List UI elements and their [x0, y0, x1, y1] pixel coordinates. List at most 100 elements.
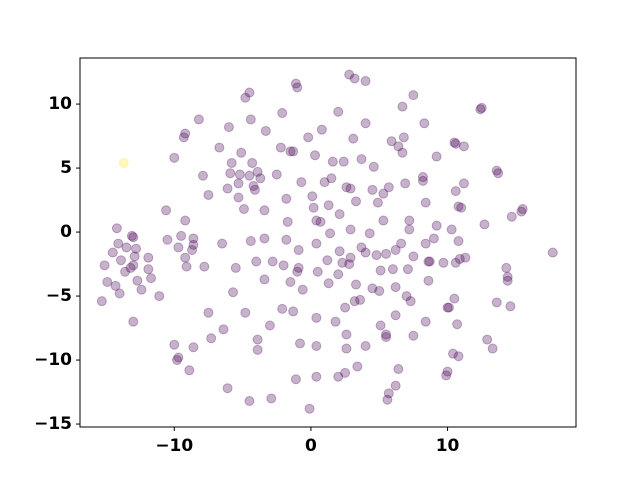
point: [222, 383, 233, 394]
point: [375, 320, 386, 331]
point: [113, 238, 124, 249]
point: [244, 170, 255, 181]
point: [264, 320, 275, 331]
point: [383, 182, 394, 193]
point: [288, 306, 299, 317]
point: [453, 236, 464, 247]
point: [408, 251, 419, 262]
point: [323, 200, 334, 211]
y-tick-label: −10: [34, 350, 72, 370]
point: [290, 374, 301, 385]
point: [505, 301, 516, 312]
point: [333, 371, 344, 382]
point: [129, 251, 140, 262]
point: [128, 260, 139, 271]
point: [180, 252, 191, 263]
point: [390, 282, 401, 293]
point: [173, 352, 184, 363]
point: [405, 296, 416, 307]
point: [233, 178, 244, 189]
point: [338, 156, 349, 167]
point: [475, 104, 486, 115]
point: [296, 177, 307, 188]
point: [307, 191, 318, 202]
point: [337, 257, 348, 268]
point: [424, 256, 435, 267]
point: [355, 294, 366, 305]
point: [294, 338, 305, 349]
point: [248, 180, 259, 191]
point: [428, 233, 439, 244]
point: [501, 262, 512, 273]
point: [304, 403, 315, 414]
point: [188, 233, 199, 244]
point: [244, 87, 255, 98]
point: [326, 173, 337, 184]
point: [460, 252, 471, 263]
point: [431, 220, 442, 231]
point: [423, 275, 434, 286]
point: [341, 182, 352, 193]
point: [449, 137, 460, 148]
point: [458, 141, 469, 152]
point: [356, 242, 367, 253]
point: [404, 224, 415, 235]
point: [252, 334, 263, 345]
point: [311, 371, 322, 382]
point: [423, 256, 434, 267]
point: [277, 303, 288, 314]
point: [381, 248, 392, 259]
point: [340, 302, 351, 313]
point: [458, 178, 469, 189]
point: [222, 183, 233, 194]
point: [454, 253, 465, 264]
point: [351, 279, 362, 290]
point: [315, 216, 326, 227]
point: [238, 204, 249, 215]
point: [344, 259, 355, 270]
x-tick-label: 10: [436, 436, 460, 456]
point: [259, 274, 270, 285]
point: [408, 330, 419, 341]
point: [293, 262, 304, 273]
point: [330, 316, 341, 327]
point: [297, 284, 308, 295]
point: [128, 316, 139, 327]
point: [491, 297, 502, 308]
point: [247, 157, 258, 168]
point: [476, 102, 487, 113]
point: [547, 247, 558, 258]
point: [180, 215, 191, 226]
point: [178, 132, 189, 143]
point: [396, 238, 407, 249]
point: [203, 189, 214, 200]
point: [491, 165, 502, 176]
point: [333, 106, 344, 117]
point: [360, 340, 371, 351]
point: [316, 124, 327, 135]
point: [517, 204, 528, 215]
x-tick-label: −10: [155, 436, 193, 456]
point: [161, 205, 172, 216]
point: [218, 324, 229, 335]
point: [292, 82, 303, 93]
y-tick-label: 0: [60, 222, 72, 242]
point: [344, 69, 355, 80]
point: [110, 280, 121, 291]
point: [251, 256, 262, 267]
point: [266, 393, 277, 404]
point: [431, 151, 442, 162]
point: [345, 252, 356, 263]
point: [334, 246, 345, 257]
point: [420, 316, 431, 327]
point: [115, 255, 126, 266]
point: [442, 366, 453, 377]
point: [288, 146, 299, 157]
point: [176, 230, 187, 241]
point: [285, 146, 296, 157]
point: [310, 150, 321, 161]
point: [417, 175, 428, 186]
y-tick-label: −5: [46, 286, 72, 306]
point: [181, 261, 192, 272]
